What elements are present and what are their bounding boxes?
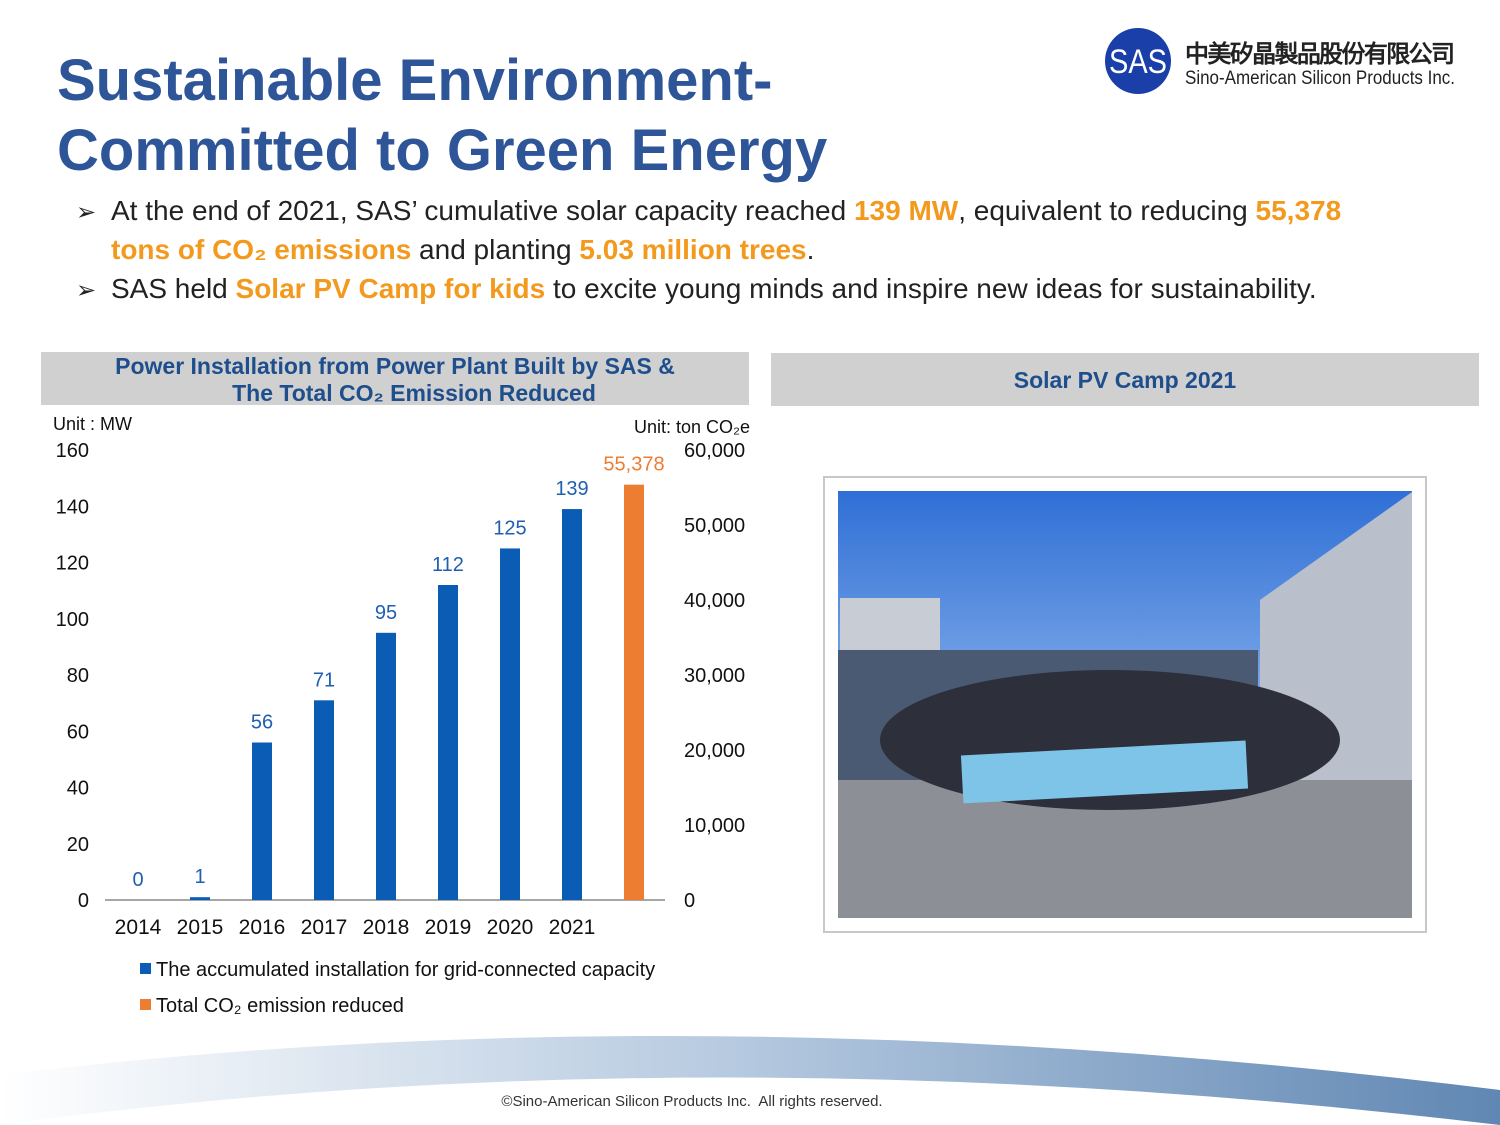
bullets: ➢ At the end of 2021, SAS’ cumulative sol…: [76, 195, 1341, 304]
bullet-line: tons of CO₂ emissions and planting 5.03 …: [111, 234, 814, 265]
bullet-marker: ➢: [76, 199, 96, 226]
y2-tick-label: 30,000: [684, 665, 745, 687]
data-label: 139: [555, 478, 588, 500]
data-label: 1: [194, 866, 205, 888]
logo-name-en: Sino-American Silicon Products Inc.: [1185, 68, 1455, 89]
bar: [438, 585, 458, 900]
bullet-emphasis: Solar PV Camp for kids: [236, 273, 546, 304]
bar: [500, 548, 520, 900]
bullet-text: to excite young minds and inspire new id…: [545, 273, 1316, 304]
bullet-line: At the end of 2021, SAS’ cumulative sola…: [111, 195, 1341, 226]
data-label: 0: [132, 869, 143, 891]
y2-tick-label: 50,000: [684, 515, 745, 537]
x-tick-label: 2018: [363, 916, 410, 939]
y-tick-label: 160: [56, 440, 89, 462]
bar: [314, 700, 334, 900]
data-label: 71: [313, 669, 335, 691]
data-label: 55,378: [603, 454, 664, 476]
bar: [376, 632, 396, 900]
y-tick-label: 80: [67, 665, 89, 687]
photo: [823, 476, 1427, 933]
chart-title: Power Installation from Power Plant Buil…: [115, 353, 675, 379]
footer-text: ©Sino-American Silicon Products Inc. All…: [501, 1093, 882, 1110]
bullet-text: and planting: [411, 234, 579, 265]
bar: [252, 742, 272, 900]
y-tick-label: 120: [56, 553, 89, 575]
bar: [562, 509, 582, 900]
y2-axis-unit: Unit: ton CO₂e: [634, 417, 750, 437]
x-tick-label: 2015: [177, 916, 224, 939]
bullet-text: At the end of 2021, SAS’ cumulative sola…: [111, 195, 854, 226]
bullet-text: .: [807, 234, 815, 265]
y2-tick-label: 20,000: [684, 740, 745, 762]
logo-name-zh: 中美矽晶製品股份有限公司: [1185, 40, 1455, 68]
data-label: 56: [251, 712, 273, 734]
x-tick-label: 2021: [549, 916, 596, 939]
chart: Unit : MW Unit: ton CO₂e02040608010012014…: [53, 414, 750, 1017]
legend-label: The accumulated installation for grid-co…: [156, 959, 655, 981]
data-label: 125: [493, 517, 526, 539]
photo-header-bg: [771, 353, 1479, 406]
bar: [624, 484, 644, 900]
legend-swatch: [140, 963, 151, 974]
chart-title: The Total CO₂ Emission Reduced: [232, 380, 596, 406]
y-tick-label: 20: [67, 834, 89, 856]
y2-tick-label: 10,000: [684, 815, 745, 837]
x-tick-label: 2017: [301, 916, 348, 939]
y-axis-unit: Unit : MW: [53, 414, 132, 434]
slide-title: Sustainable Environment-: [57, 48, 772, 113]
y-tick-label: 140: [56, 496, 89, 518]
bullet-emphasis: 55,378: [1256, 195, 1342, 226]
bullet-emphasis: 5.03 million trees: [579, 234, 806, 265]
x-tick-label: 2014: [115, 916, 162, 939]
bullet-text: , equivalent to reducing: [958, 195, 1255, 226]
x-tick-label: 2016: [239, 916, 286, 939]
x-tick-label: 2019: [425, 916, 472, 939]
y-tick-label: 60: [67, 721, 89, 743]
logo-text: SAS: [1109, 43, 1167, 81]
footer-swoosh-inner: [0, 1077, 1500, 1125]
bullet-line: SAS held Solar PV Camp for kids to excit…: [111, 273, 1317, 304]
y-tick-label: 0: [78, 890, 89, 912]
logo-mark: [1105, 28, 1171, 94]
y2-tick-label: 0: [684, 890, 695, 912]
legend-label: Total CO₂ emission reduced: [156, 995, 404, 1017]
data-label: 95: [375, 602, 397, 624]
slide-title: Committed to Green Energy: [57, 118, 827, 183]
photo-title: Solar PV Camp 2021: [1014, 367, 1237, 393]
bullet-text: SAS held: [111, 273, 236, 304]
legend-swatch: [140, 999, 151, 1010]
bullet-emphasis: tons of CO₂ emissions: [111, 234, 411, 265]
chart-header-bg: [41, 352, 749, 405]
y-tick-label: 40: [67, 778, 89, 800]
data-label: 112: [432, 554, 464, 576]
bullet-emphasis: 139 MW: [854, 195, 959, 226]
bar: [190, 897, 210, 900]
y2-tick-label: 40,000: [684, 590, 745, 612]
y-tick-label: 100: [56, 609, 89, 631]
bullet-marker: ➢: [76, 277, 96, 304]
y2-tick-label: 60,000: [684, 440, 745, 462]
x-tick-label: 2020: [487, 916, 534, 939]
